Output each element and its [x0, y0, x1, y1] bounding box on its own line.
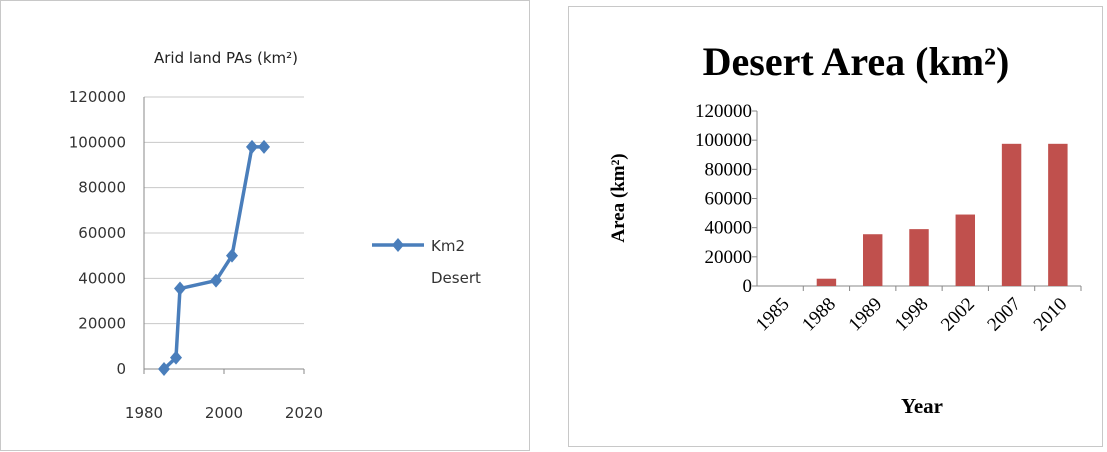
x-tick-label: 1998 [891, 294, 933, 336]
y-tick-label: 20000 [78, 315, 126, 333]
x-tick-label: 2010 [1030, 294, 1072, 336]
bar [1048, 143, 1068, 286]
line-chart: Arid land PAs (km²) 0 20000 40000 60000 80000… [69, 49, 481, 422]
data-point [210, 273, 222, 288]
x-tick-label: 2000 [205, 404, 243, 422]
y-tick-label: 60000 [78, 224, 126, 242]
y-tick-label: 120000 [695, 101, 752, 122]
y-tick-label: 80000 [78, 179, 126, 197]
y-tick-label: 60000 [705, 189, 753, 210]
x-tick-label: 2007 [983, 294, 1025, 336]
legend-label: Km2 [431, 237, 465, 255]
data-point [226, 248, 238, 263]
x-tick-label: 1988 [798, 294, 840, 336]
y-tick-label: 40000 [705, 218, 753, 239]
chart-title: Arid land PAs (km²) [154, 49, 298, 67]
bar [862, 234, 883, 286]
data-point [258, 139, 270, 154]
line-chart-panel: Arid land PAs (km²) 0 20000 40000 60000 80000… [0, 0, 530, 451]
y-tick-label: 120000 [69, 88, 126, 106]
data-point [170, 350, 182, 365]
y-tick-label: 0 [116, 360, 126, 378]
bar [1001, 143, 1022, 286]
y-tick-label: 40000 [78, 269, 126, 287]
y-tick-label: 100000 [695, 130, 752, 151]
legend-marker [392, 238, 404, 252]
x-tick-label: 2020 [285, 404, 323, 422]
data-point [246, 139, 258, 154]
bar [955, 214, 976, 286]
data-point [174, 281, 186, 296]
x-tick-label: 1980 [125, 404, 163, 422]
y-tick-label: 100000 [69, 133, 126, 151]
x-tick-label: 1989 [845, 294, 887, 336]
bar [816, 278, 837, 286]
x-tick-label: 2002 [937, 294, 979, 336]
bar-chart-panel: Desert Area (km²) 0 20000 40000 60000 80000 10… [568, 6, 1103, 447]
legend-label-line2: Desert [431, 269, 481, 287]
y-tick-label: 80000 [705, 159, 753, 180]
x-axis-label: Year [901, 394, 943, 418]
y-tick-label: 20000 [705, 247, 753, 268]
chart-title: Desert Area (km²) [703, 39, 1010, 84]
y-axis-label: Area (km²) [608, 153, 629, 242]
x-tick-label: 1985 [752, 294, 794, 336]
data-point [158, 362, 170, 376]
bar-chart: Desert Area (km²) 0 20000 40000 60000 80000 10… [608, 39, 1082, 418]
bar [909, 229, 929, 286]
y-tick-label: 0 [743, 276, 753, 297]
series-line [162, 145, 264, 371]
